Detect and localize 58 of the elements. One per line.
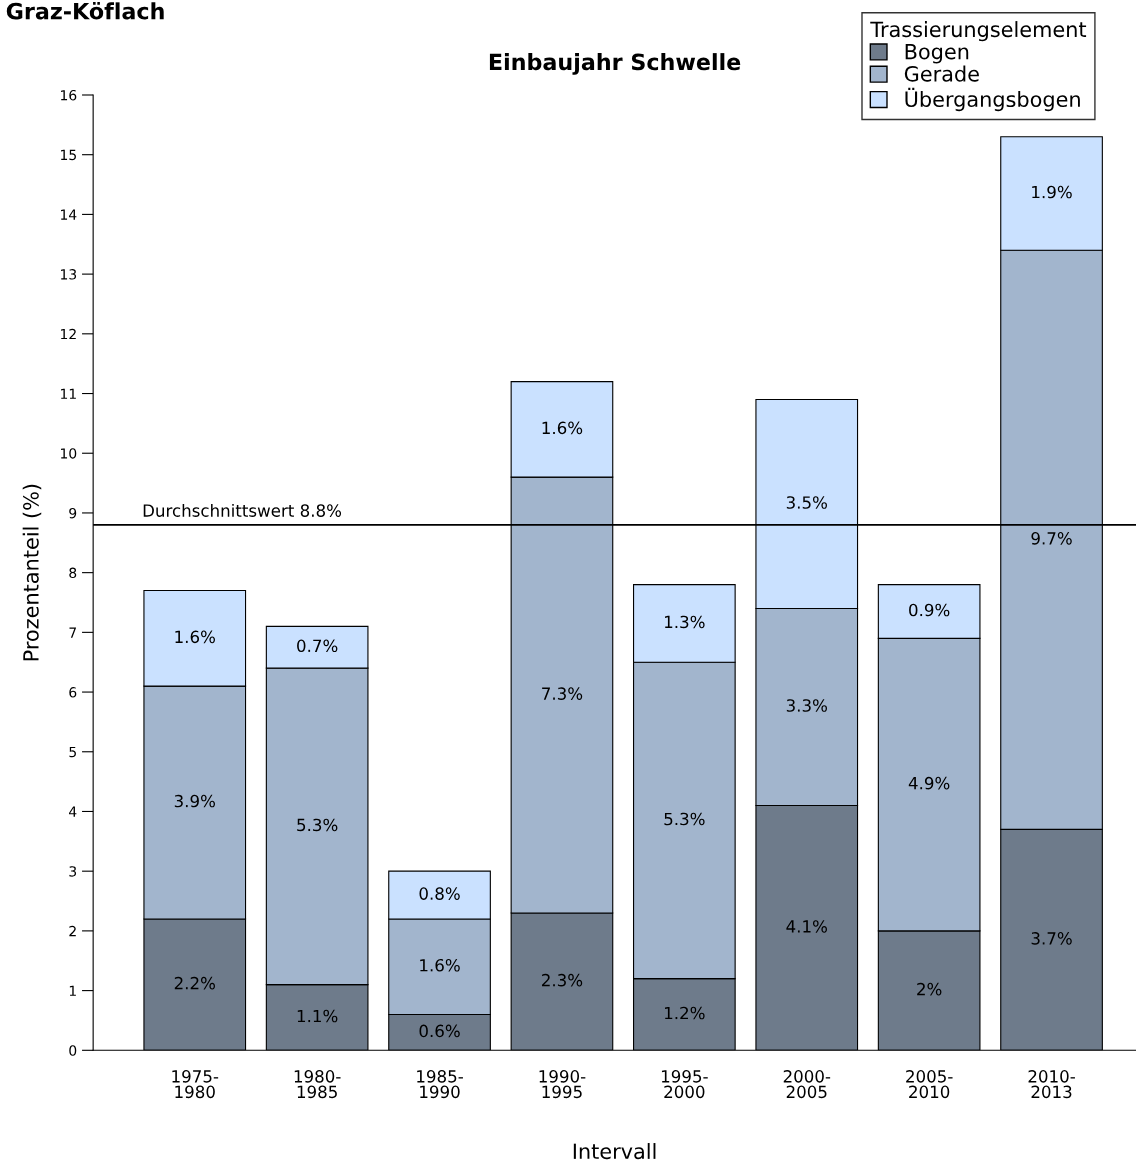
x-tick-label: 1990- 1995 (539, 1070, 586, 1099)
data-label: 3.5% (786, 496, 827, 509)
y-tick-label: 15 (61, 149, 76, 161)
data-label: 1.1% (297, 1009, 338, 1023)
y-tick-label: 16 (61, 89, 77, 101)
chart-title: Einbaujahr Schwelle (489, 53, 741, 75)
y-tick-label: 7 (69, 627, 76, 638)
data-label: 1.6% (175, 630, 215, 644)
y-tick-label: 9 (69, 507, 77, 519)
data-label: 0.7% (297, 639, 338, 653)
data-label: 3.3% (786, 699, 827, 712)
legend-title: Trassierungselement (870, 21, 1087, 42)
y-tick-label: 14 (61, 209, 77, 220)
x-axis-title: Intervall (573, 1143, 656, 1160)
data-label: 1.6% (420, 958, 460, 972)
y-tick-label: 0 (69, 1045, 77, 1056)
data-label: 5.3% (297, 818, 338, 832)
data-label: 0.9% (909, 603, 950, 617)
data-label: 7.3% (542, 687, 583, 700)
y-tick-label: 6 (69, 687, 77, 698)
legend-label: Gerade (904, 65, 979, 82)
y-tick-label: 13 (61, 269, 77, 280)
data-label: 0.6% (419, 1024, 460, 1038)
x-tick-label: 2000- 2005 (783, 1070, 831, 1099)
x-tick-label: 1985- 1990 (417, 1070, 463, 1099)
y-tick-label: 3 (69, 866, 77, 877)
ref-line-label: Durchschnittswert 8.8% (143, 503, 342, 517)
data-label: 3.7% (1031, 932, 1072, 945)
x-tick-label: 1980- 1985 (294, 1070, 341, 1099)
chart-subtitle: Graz-Köflach (6, 2, 164, 20)
y-tick-label: 10 (61, 448, 77, 459)
data-label: 1.3% (665, 615, 705, 629)
y-tick-label: 1 (69, 985, 76, 996)
data-label: 2.2% (174, 976, 215, 990)
data-label: 2.3% (541, 973, 583, 987)
data-label: 0.8% (419, 887, 460, 900)
y-axis-title: Prozentanteil (%) (22, 484, 42, 661)
data-label: 5.3% (664, 812, 705, 826)
y-tick-label: 12 (61, 328, 76, 340)
data-label: 4.1% (786, 920, 827, 933)
legend-label: Bogen (905, 43, 969, 64)
data-label: 1.9% (1032, 185, 1072, 199)
data-label: 1.6% (542, 421, 583, 435)
legend-label: Übergangsbogen (905, 87, 1080, 112)
data-label: 9.7% (1031, 532, 1072, 545)
y-tick-label: 8 (69, 567, 77, 579)
data-label: 3.9% (174, 794, 215, 808)
x-tick-label: 2005- 2010 (906, 1070, 953, 1099)
data-label: 2% (917, 982, 942, 996)
data-label: 4.9% (908, 776, 950, 790)
x-tick-label: 2010- 2013 (1028, 1070, 1075, 1099)
y-tick-label: 11 (61, 388, 76, 399)
y-tick-label: 4 (69, 806, 77, 817)
y-tick-label: 2 (69, 925, 76, 937)
x-tick-label: 1975- 1980 (172, 1070, 219, 1099)
data-label: 1.2% (665, 1006, 705, 1020)
x-tick-label: 1995- 2000 (661, 1070, 708, 1099)
y-tick-label: 5 (69, 746, 76, 758)
